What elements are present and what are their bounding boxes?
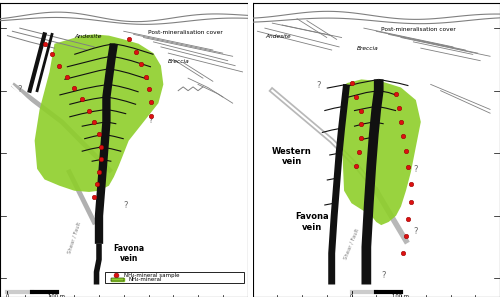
Text: Breccia: Breccia [168,59,190,64]
Text: Post-mineralisation cover: Post-mineralisation cover [381,27,456,32]
Text: Shear / Fault: Shear / Fault [66,221,82,254]
Text: Shear / Fault: Shear / Fault [343,228,360,260]
Text: ?: ? [124,201,128,210]
Text: Andesite: Andesite [74,34,102,39]
FancyBboxPatch shape [105,272,244,283]
Text: NH₄-mineral: NH₄-mineral [128,277,162,282]
Text: 100 m: 100 m [48,294,66,297]
Text: ?: ? [18,85,22,94]
Text: 0: 0 [350,294,353,297]
Text: Favona
vein: Favona vein [113,244,144,263]
Bar [112,278,124,281]
Text: Favona
vein: Favona vein [295,212,328,232]
Text: ?: ? [381,271,386,280]
Text: ?: ? [414,165,418,174]
Text: NH₄-mineral sample: NH₄-mineral sample [124,273,179,278]
Polygon shape [342,79,421,225]
Text: ?: ? [148,116,153,125]
Text: 0: 0 [6,294,9,297]
Text: Breccia: Breccia [356,46,378,51]
Polygon shape [34,34,164,192]
Text: ?: ? [317,80,322,89]
Text: Western
vein: Western vein [272,147,312,166]
Text: ?: ? [414,228,418,236]
Text: Andesite: Andesite [265,34,290,39]
Text: 100 m: 100 m [392,294,409,297]
Text: Post-mineralisation cover: Post-mineralisation cover [148,30,223,35]
